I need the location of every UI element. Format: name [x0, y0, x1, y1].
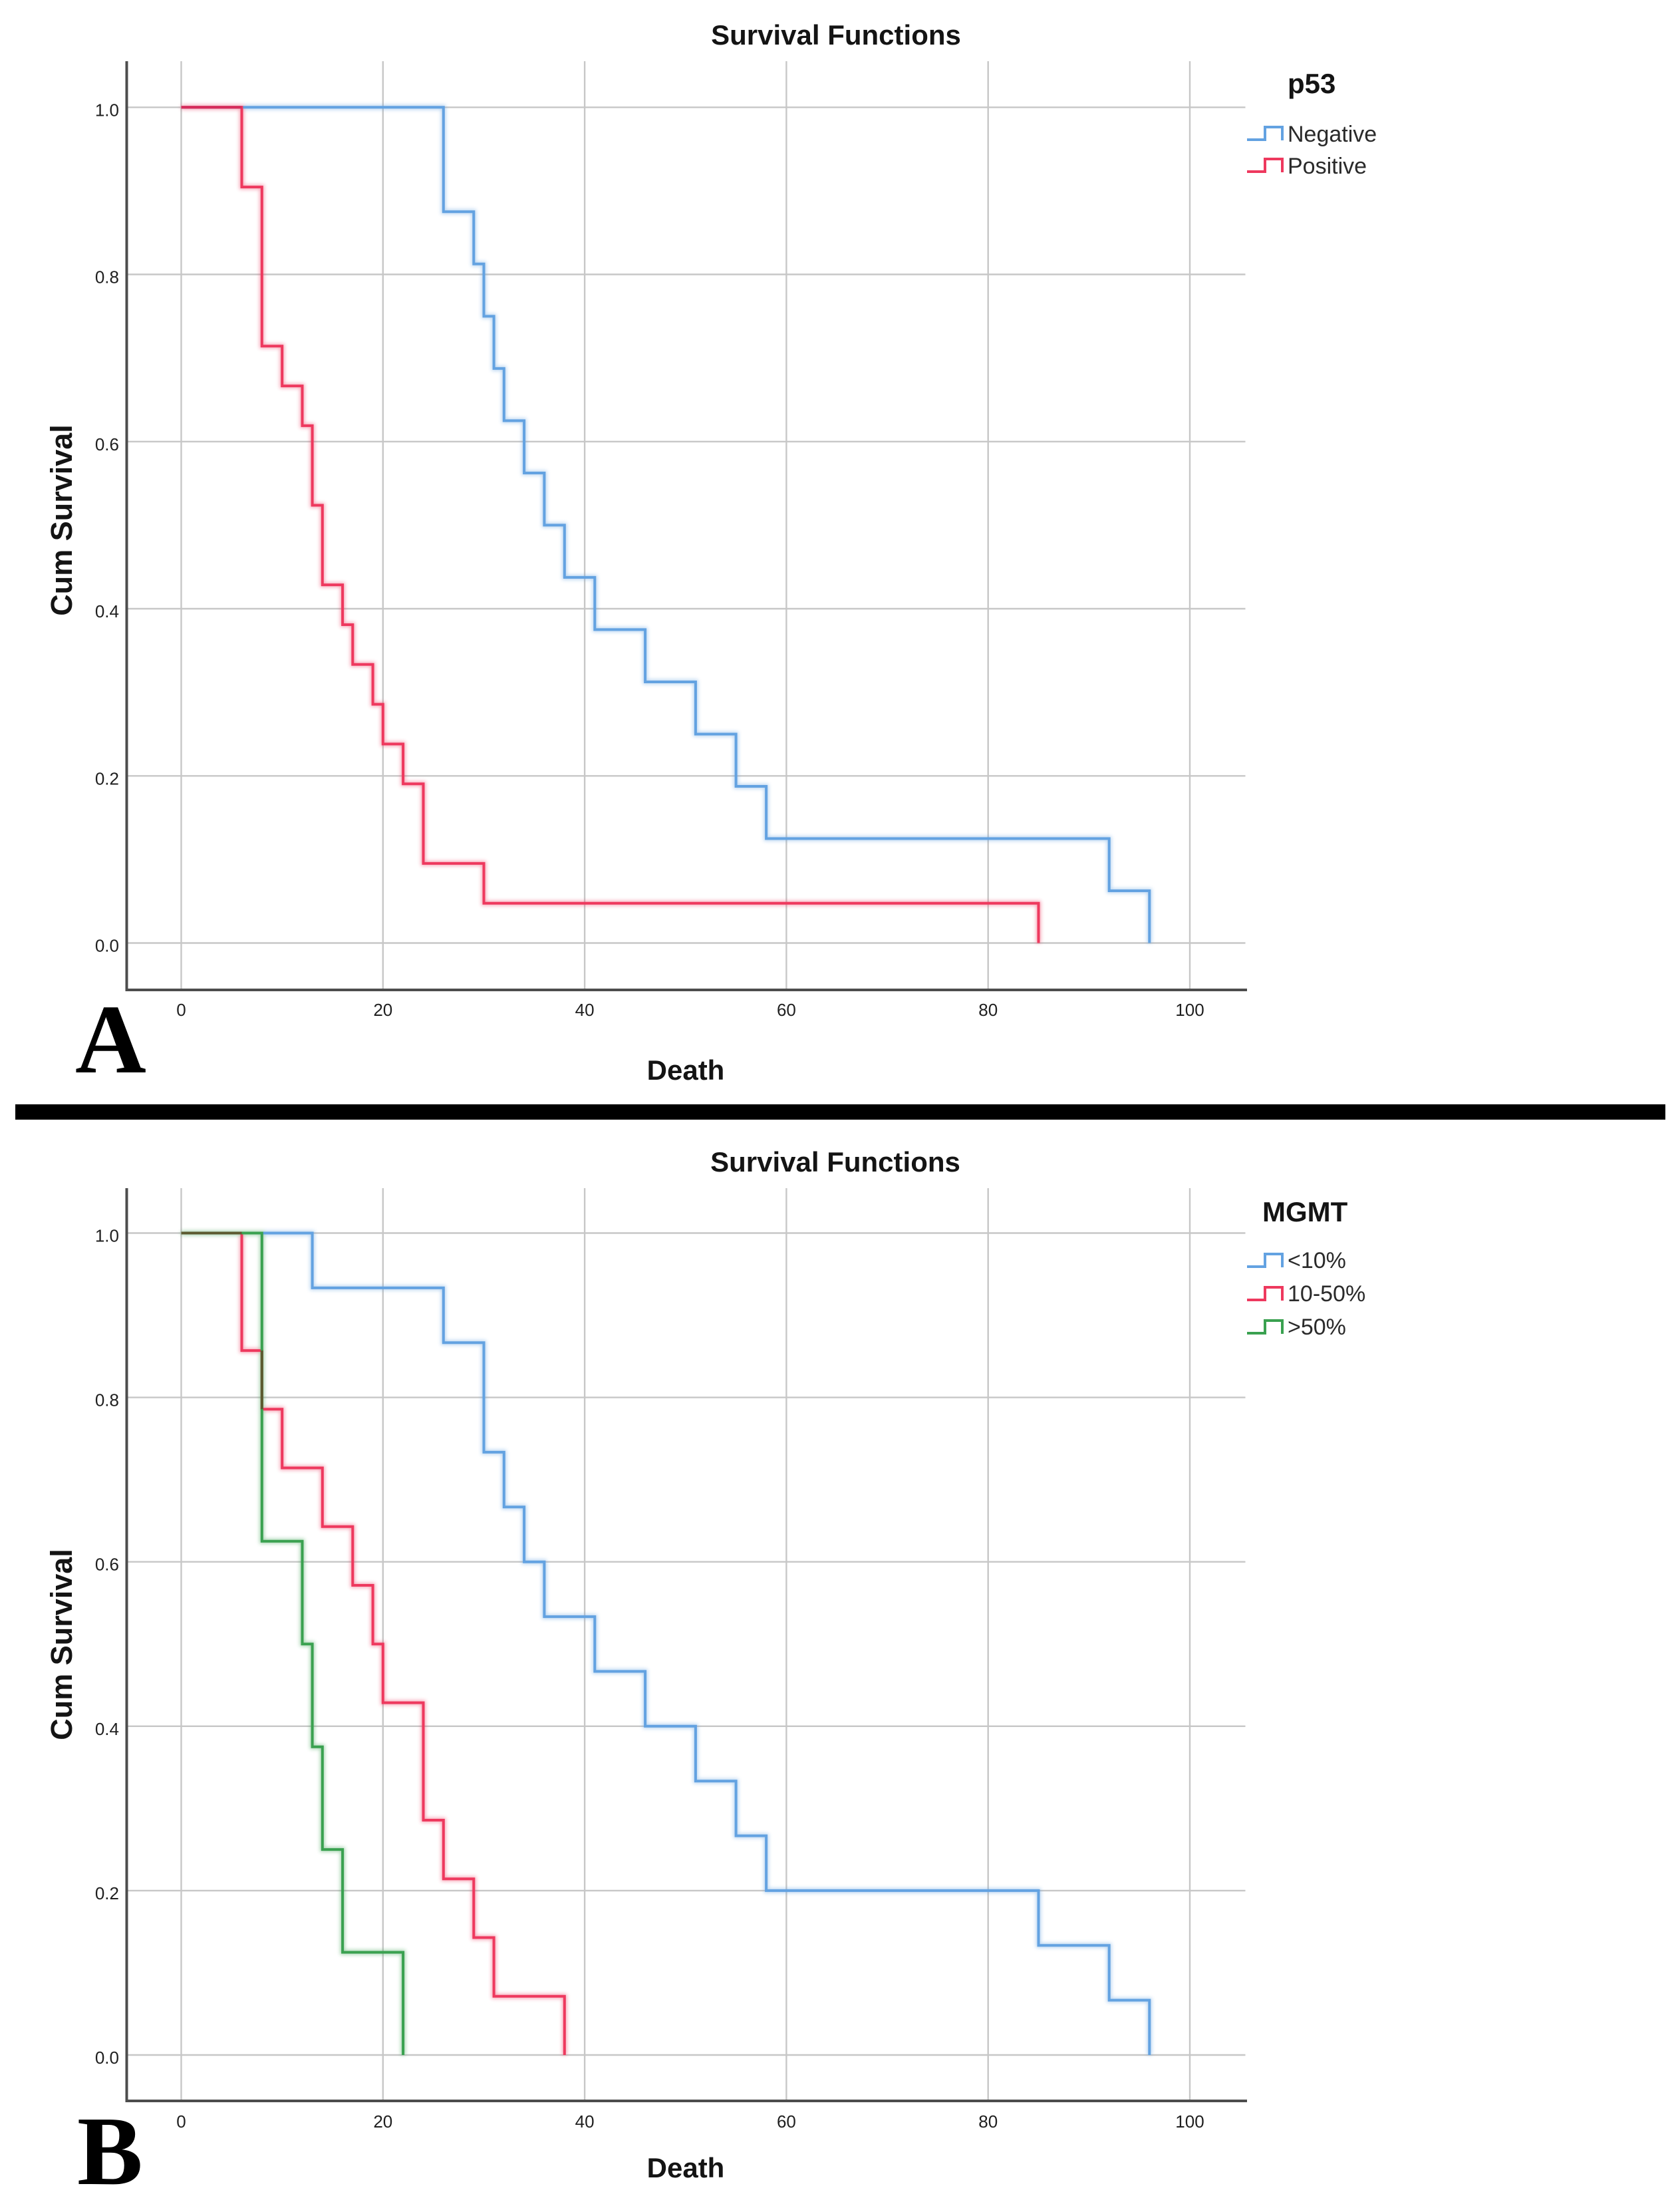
svg-text:0: 0	[176, 2112, 186, 2132]
svg-text:0.2: 0.2	[95, 1883, 119, 1903]
svg-text:B: B	[77, 2097, 143, 2206]
svg-text:80: 80	[978, 2112, 998, 2132]
svg-text:0.6: 0.6	[95, 1555, 119, 1575]
svg-text:0.0: 0.0	[95, 2048, 119, 2068]
svg-text:60: 60	[777, 1000, 796, 1020]
svg-text:100: 100	[1175, 1000, 1204, 1020]
svg-text:Survival Functions: Survival Functions	[710, 1146, 960, 1178]
svg-text:0.4: 0.4	[95, 601, 119, 621]
svg-text:Cum Survival: Cum Survival	[45, 1549, 78, 1740]
svg-text:100: 100	[1175, 2112, 1204, 2132]
svg-text:0.8: 0.8	[95, 1390, 119, 1410]
svg-text:0.6: 0.6	[95, 434, 119, 454]
svg-text:0.2: 0.2	[95, 768, 119, 788]
svg-text:40: 40	[575, 1000, 595, 1020]
svg-text:MGMT: MGMT	[1262, 1196, 1348, 1227]
svg-text:60: 60	[777, 2112, 796, 2132]
svg-text:10-50%: 10-50%	[1288, 1281, 1365, 1307]
svg-text:40: 40	[575, 2112, 595, 2132]
svg-text:A: A	[75, 985, 146, 1094]
svg-text:Positive: Positive	[1288, 154, 1367, 179]
svg-text:0.4: 0.4	[95, 1719, 119, 1739]
svg-text:Negative: Negative	[1288, 122, 1377, 147]
svg-text:0.0: 0.0	[95, 936, 119, 956]
svg-text:0: 0	[176, 1000, 186, 1020]
svg-text:0.8: 0.8	[95, 267, 119, 287]
svg-text:>50%: >50%	[1288, 1315, 1346, 1340]
svg-text:1.0: 1.0	[95, 100, 119, 120]
svg-text:20: 20	[373, 1000, 392, 1020]
svg-text:Death: Death	[647, 2152, 725, 2183]
svg-text:80: 80	[978, 1000, 998, 1020]
svg-text:Survival Functions: Survival Functions	[711, 19, 961, 51]
svg-text:20: 20	[373, 2112, 392, 2132]
svg-text:1.0: 1.0	[95, 1226, 119, 1246]
svg-text:Death: Death	[647, 1054, 725, 1086]
svg-text:<10%: <10%	[1288, 1248, 1346, 1273]
svg-text:p53: p53	[1288, 68, 1335, 99]
svg-text:Cum Survival: Cum Survival	[45, 424, 78, 616]
